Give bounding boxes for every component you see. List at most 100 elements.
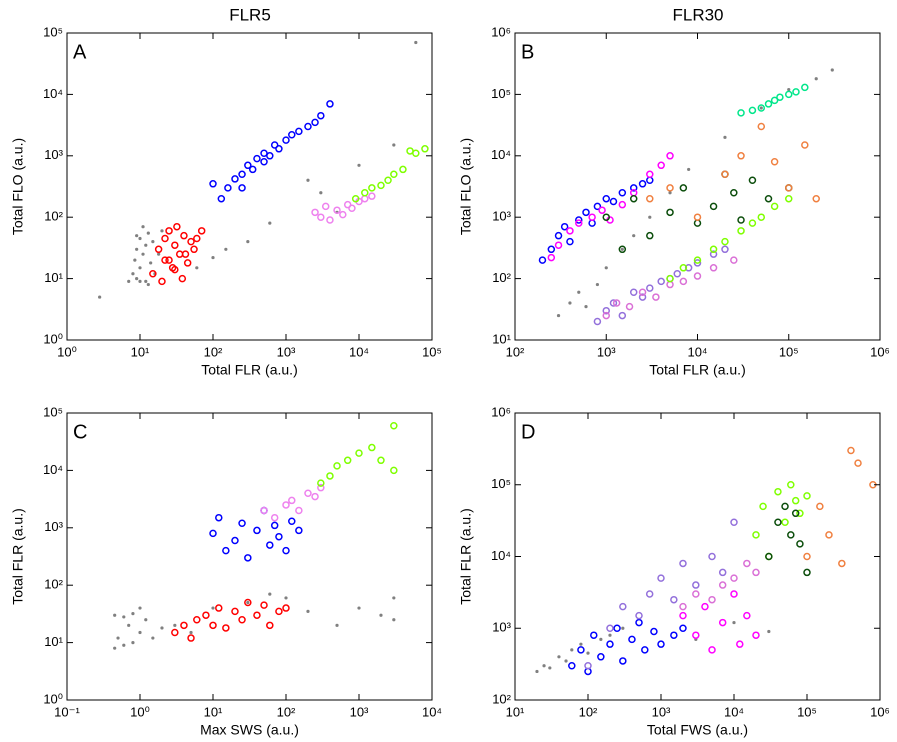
point [368,443,376,452]
point [628,635,636,644]
point [785,184,793,192]
point [160,626,164,630]
point [838,559,846,568]
points [113,421,398,650]
point [737,227,745,235]
point [183,259,192,267]
point [131,641,135,645]
point [244,554,252,562]
point [812,194,820,203]
point [770,158,779,166]
point [348,204,356,212]
point [361,189,369,197]
point [666,152,674,160]
point [785,90,793,99]
point [701,602,709,611]
y-tick-label: 10² [492,691,511,706]
point [598,206,606,214]
point [311,208,319,217]
point [718,618,727,627]
point [161,256,169,264]
x-tick-label: 10⁰ [57,344,77,359]
point [238,170,246,179]
point [648,215,652,219]
point [679,624,687,632]
point [743,611,751,620]
point [657,574,665,582]
x-tick-label: 10³ [277,344,296,359]
point [757,213,766,221]
plot-frame [66,32,433,341]
point [646,194,654,203]
point [355,449,363,457]
point [270,513,279,522]
point [657,277,665,286]
point [613,624,621,632]
point [791,509,800,518]
panel: 10² 10³ 10⁴ 10⁵ 10⁶10¹10²10³10⁴10⁵10⁶BTotal … [458,24,890,377]
point [847,446,855,455]
x-tick-label: 10⁴ [687,344,707,359]
point [295,526,303,535]
point [244,598,252,607]
point [270,141,279,149]
y-tick-label: 10⁵ [43,24,63,39]
point [215,513,223,522]
point [189,630,193,635]
point [757,104,766,112]
point [260,506,268,515]
point [693,219,702,227]
point [343,200,352,209]
point [568,662,576,670]
point [379,613,383,617]
point [275,145,283,153]
point [803,492,811,500]
point [144,618,148,622]
point [335,623,339,627]
point [590,631,598,639]
point [597,653,605,661]
point [632,234,636,238]
point [770,96,779,105]
point [776,93,784,101]
x-tick-label: 10⁴ [422,704,442,719]
point [609,197,618,206]
point [547,253,556,262]
point [666,274,674,283]
point [211,255,215,260]
point [158,277,166,286]
point [141,225,145,229]
point [317,213,325,221]
point [767,629,771,634]
point [570,648,574,652]
point [792,88,800,96]
point [646,231,654,240]
point [785,194,793,203]
point [98,295,102,299]
point [566,227,574,235]
point [657,640,665,648]
panel: 10¹ 10² 10³ 10⁴ 10⁵ 10⁶10²10³10⁴10⁵10⁶DTotal … [458,404,890,737]
point [246,240,250,244]
point [568,301,572,305]
point [268,592,272,596]
point [361,194,369,203]
point [693,213,702,221]
point [732,620,736,625]
point [670,631,678,639]
point [190,245,198,254]
x-tick-label: 10¹ [506,704,525,719]
point [619,657,627,665]
point [187,237,195,246]
point [131,272,135,276]
point [621,626,625,630]
point [687,167,691,172]
panel-label: B [521,41,534,63]
point [275,532,283,541]
point [814,77,818,81]
point [311,118,319,127]
point [668,191,672,195]
point [284,596,288,600]
point [618,311,627,320]
point [709,264,718,272]
